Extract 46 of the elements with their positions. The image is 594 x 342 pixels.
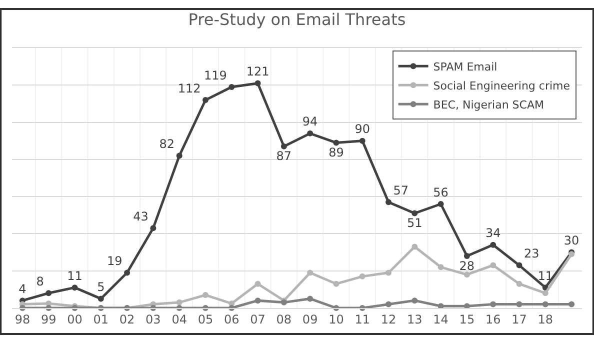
x-tick-label: 08: [276, 312, 292, 326]
data-label: 56: [433, 185, 448, 200]
x-tick-label: 17: [512, 312, 527, 326]
x-tick-label: 16: [485, 312, 501, 326]
x-tick-label: 18: [538, 312, 554, 326]
x-tick-label: 09: [302, 312, 318, 326]
x-tick-label: 05: [198, 312, 214, 326]
x-tick-label: 04: [172, 312, 187, 326]
data-label: 28: [459, 258, 475, 273]
legend-label: BEC, Nigerian SCAM: [433, 98, 544, 112]
x-tick-label: 11: [354, 312, 370, 326]
x-tick-label: 14: [433, 312, 448, 326]
data-label: 94: [302, 114, 318, 129]
x-tick-label: 07: [250, 312, 266, 326]
data-label: 121: [246, 64, 270, 79]
data-label: 5: [97, 280, 105, 294]
data-label: 89: [328, 145, 344, 160]
x-tick-label: 10: [328, 312, 344, 326]
data-label: 8: [36, 274, 44, 288]
x-tick-label: 12: [380, 312, 396, 326]
data-label: 119: [204, 68, 227, 82]
data-label: 11: [67, 268, 82, 283]
data-label: 43: [133, 209, 148, 224]
data-label: 23: [524, 246, 540, 261]
x-tick-label: 13: [407, 312, 422, 326]
data-label: 87: [276, 149, 292, 164]
data-label: 19: [107, 254, 122, 268]
data-label: 82: [159, 136, 175, 151]
x-tick-label: 98: [14, 312, 30, 326]
data-label: 57: [393, 183, 409, 198]
data-label: 30: [564, 234, 580, 248]
x-tick-label: 03: [146, 312, 161, 326]
x-tick-label: 01: [93, 312, 109, 326]
data-label: 51: [407, 216, 422, 230]
chart-title: Pre-Study on Email Threats: [188, 10, 406, 29]
legend-label: SPAM Email: [433, 60, 498, 74]
x-tick-label: 06: [224, 312, 240, 326]
data-label: 4: [18, 282, 26, 296]
x-tick-label: 99: [40, 312, 56, 326]
data-label: 90: [354, 122, 370, 136]
legend-label: Social Engineering crime: [433, 79, 570, 92]
x-tick-label: 15: [459, 312, 475, 326]
data-label: 34: [485, 226, 501, 240]
x-tick-label: 00: [67, 312, 82, 326]
x-tick-label: 02: [119, 312, 135, 326]
data-label: 112: [178, 81, 201, 96]
